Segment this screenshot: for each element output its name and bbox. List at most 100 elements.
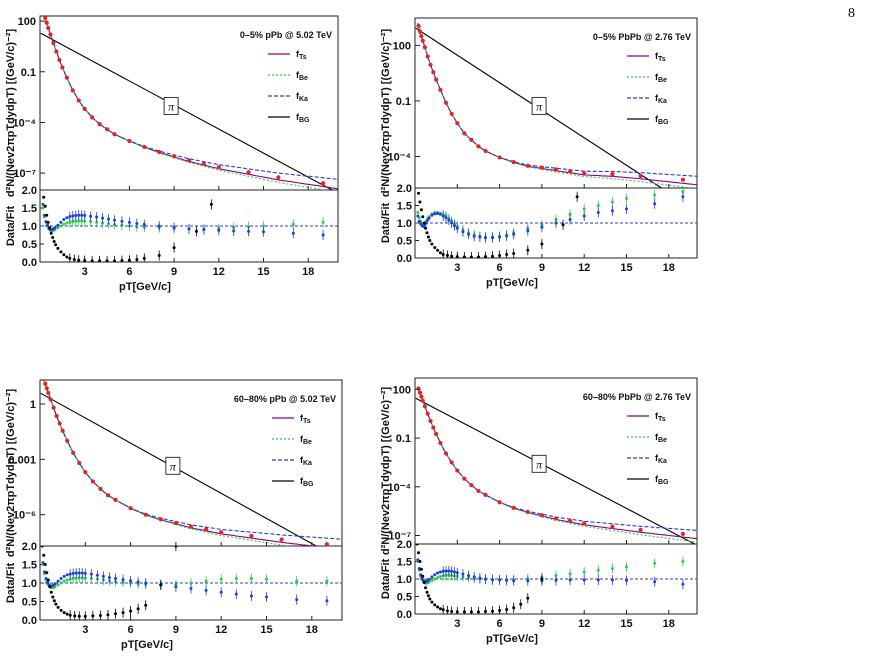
- ratio-point-bg: [526, 596, 530, 600]
- data-point: [279, 537, 284, 542]
- x-tick-label: 15: [260, 624, 272, 636]
- ratio-point-ka: [433, 573, 437, 577]
- ratio-point-bg: [418, 560, 422, 563]
- ratio-point-bg: [450, 610, 454, 614]
- data-point: [60, 65, 65, 70]
- ratio-point-bg: [422, 221, 426, 225]
- ratio-y-tick-label: 2.0: [397, 539, 412, 551]
- data-point: [462, 476, 467, 481]
- ratio-markers: [415, 544, 697, 614]
- ratio-point-ka: [172, 225, 176, 229]
- ratio-point-bg: [512, 251, 516, 255]
- ratio-point-ka: [71, 214, 75, 218]
- ratio-point-bg: [476, 255, 480, 258]
- data-point: [431, 425, 436, 430]
- data-point: [539, 165, 545, 170]
- ratio-point-ka: [461, 230, 465, 234]
- ratio-point-ka: [89, 572, 93, 576]
- data-point: [553, 167, 559, 172]
- ratio-point-ka: [540, 225, 544, 229]
- data-point: [420, 398, 425, 403]
- ratio-point-ka: [42, 213, 46, 217]
- y-tick-label: 1: [30, 399, 36, 411]
- ratio-point-bg: [59, 608, 63, 612]
- ratio-point-bg: [90, 259, 94, 262]
- ratio-point-bg: [417, 551, 421, 555]
- legend-label-fbe: fBe: [296, 70, 308, 82]
- data-point: [638, 173, 643, 179]
- ratio-point-bg: [51, 595, 55, 599]
- data-point: [172, 154, 177, 159]
- ratio-point-bg: [41, 185, 44, 188]
- ratio-point-ka: [77, 571, 81, 575]
- ratio-point-bg: [52, 599, 56, 603]
- ratio-point-bg: [42, 195, 46, 199]
- fit-line-ts: [417, 22, 697, 186]
- data-point: [43, 16, 48, 20]
- ratio-point-bg: [476, 610, 480, 614]
- ratio-y-tick-label: 0.0: [22, 615, 37, 627]
- ratio-point-bg: [428, 597, 432, 601]
- ratio-point-bg: [575, 195, 579, 199]
- ratio-point-ka: [582, 578, 586, 582]
- x-axis-label: pT[GeV/c]: [121, 639, 173, 651]
- spectrum-curves: [415, 22, 697, 188]
- ratio-y-axis-label: Data/Fit: [380, 202, 392, 243]
- ratio-point-bg: [417, 191, 421, 195]
- data-point: [60, 428, 65, 433]
- y-tick-label: 10⁻⁶: [13, 510, 36, 522]
- legend-label-fka: fKa: [296, 91, 308, 103]
- ratio-point-bg: [98, 614, 102, 618]
- ratio-point-ka: [234, 592, 238, 596]
- ratio-y-tick-label: 0.0: [22, 257, 37, 269]
- ratio-point-ka: [41, 202, 45, 206]
- ratio-point-be: [80, 219, 84, 223]
- ratio-point-bg: [52, 239, 56, 243]
- data-point: [680, 531, 686, 536]
- ratio-point-bg: [505, 253, 509, 256]
- data-point: [462, 131, 467, 136]
- ratio-y-tick-label: 2.0: [22, 541, 37, 553]
- y-axis-label: d²N/(Nev2πpTdydpT) [(GeV/c)⁻²]: [5, 389, 17, 558]
- data-point: [142, 144, 147, 150]
- ratio-point-ka: [505, 234, 509, 238]
- panel-title: 0–5% pPb @ 5.02 TeV: [240, 30, 332, 40]
- ratio-y-axis-label: Data/Fit: [5, 205, 17, 246]
- ratio-point-bg: [77, 614, 81, 618]
- data-point: [97, 122, 102, 127]
- legend-label-fbe: fBe: [300, 434, 312, 446]
- ratio-point-ka: [71, 571, 75, 575]
- y-tick-label: 10⁻⁴: [13, 117, 36, 129]
- ratio-y-tick-label: 0.0: [397, 253, 412, 265]
- fit-line-bg: [415, 397, 696, 544]
- ratio-point-ka: [68, 572, 72, 576]
- data-point: [416, 386, 421, 391]
- ratio-point-bg: [48, 585, 52, 589]
- data-point: [428, 62, 433, 67]
- ratio-point-bg: [445, 609, 449, 613]
- main-plot-frame: [414, 17, 698, 189]
- ratio-point-bg: [135, 257, 139, 261]
- ratio-point-bg: [142, 256, 146, 260]
- x-tick-label: 6: [126, 266, 132, 278]
- particle-box: [165, 456, 181, 475]
- ratio-point-ka: [101, 574, 105, 578]
- ratio-point-bg: [56, 605, 60, 609]
- ratio-point-ka: [56, 223, 60, 227]
- ratio-point-ka: [610, 578, 614, 582]
- data-point: [46, 390, 51, 396]
- ratio-point-ka: [114, 577, 117, 581]
- data-point: [525, 163, 530, 168]
- data-point: [455, 468, 460, 473]
- ratio-point-be: [653, 561, 657, 565]
- data-point: [469, 137, 474, 142]
- particle-label: π: [170, 459, 177, 473]
- ratio-y-tick-label: 0.5: [397, 236, 412, 248]
- data-point: [83, 470, 88, 475]
- legend-label-fka: fKa: [300, 455, 312, 467]
- ratio-point-bg: [540, 242, 544, 246]
- ratio-point-be: [610, 567, 614, 570]
- data-point: [497, 155, 502, 160]
- x-tick-label: 3: [454, 618, 460, 630]
- data-point: [46, 25, 51, 30]
